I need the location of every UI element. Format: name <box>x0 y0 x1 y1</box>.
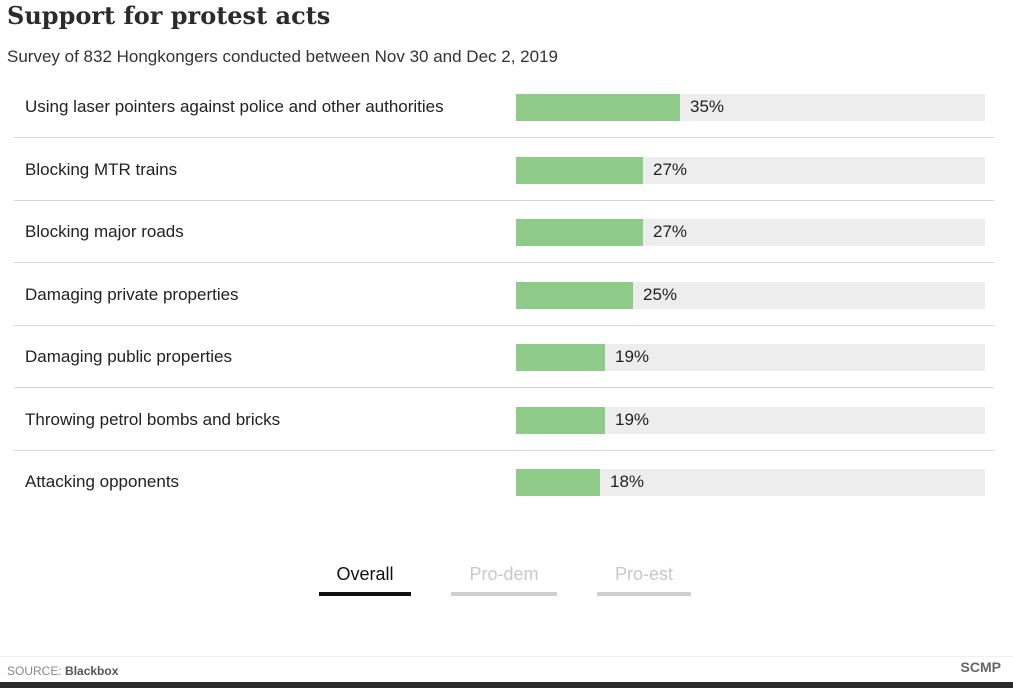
category-label: Damaging private properties <box>25 284 239 304</box>
tab-pro-dem[interactable]: Pro-dem <box>451 560 557 596</box>
bar-fill <box>516 344 605 371</box>
value-label: 35% <box>690 97 725 116</box>
chart-row: Damaging public properties 19% <box>14 326 994 388</box>
chart-row: Attacking opponents 18% <box>14 451 994 513</box>
tab-overall[interactable]: Overall <box>319 560 411 596</box>
chart-row: Blocking MTR trains 27% <box>14 139 994 201</box>
bar-track: 35% <box>516 94 985 121</box>
bar-track: 25% <box>516 281 985 309</box>
value-label: 19% <box>615 409 650 429</box>
tab-pro-est-underline <box>597 592 691 596</box>
tab-pro-dem-label: Pro-dem <box>469 564 539 584</box>
category-label: Blocking major roads <box>25 222 184 241</box>
category-label: Attacking opponents <box>25 472 180 491</box>
chart-title: Support for protest acts <box>7 1 331 30</box>
value-label: 27% <box>653 222 688 241</box>
value-label: 27% <box>653 159 688 179</box>
bar-track: 19% <box>516 344 985 371</box>
bar-fill <box>516 94 680 121</box>
tab-pro-est[interactable]: Pro-est <box>597 560 691 596</box>
category-label: Damaging public properties <box>25 347 232 366</box>
tab-overall-label: Overall <box>336 564 394 584</box>
bar-fill <box>516 156 643 184</box>
tab-overall-underline <box>319 592 411 596</box>
value-label: 25% <box>643 284 678 304</box>
filter-tabs: Overall Pro-dem Pro-est <box>0 560 1013 600</box>
chart-row: Damaging private properties 25% <box>14 264 994 326</box>
tab-pro-dem-underline <box>451 592 557 596</box>
chart-row: Throwing petrol bombs and bricks 19% <box>14 389 994 451</box>
tab-pro-est-label: Pro-est <box>614 564 674 584</box>
source-note: SOURCE: Blackbox <box>7 663 118 679</box>
category-label: Throwing petrol bombs and bricks <box>25 409 281 429</box>
bar-track: 27% <box>516 219 985 246</box>
category-label: Using laser pointers against police and … <box>25 97 444 116</box>
bar-track: 18% <box>516 469 985 496</box>
value-label: 18% <box>610 472 645 491</box>
brand-logo: SCMP <box>960 659 1001 675</box>
bar-track: 27% <box>516 156 985 184</box>
value-label: 19% <box>615 347 650 366</box>
bar-fill <box>516 406 605 434</box>
bar-chart: Using laser pointers against police and … <box>0 76 1013 516</box>
bar-fill <box>516 219 643 246</box>
footer-divider <box>0 656 1013 657</box>
bottom-bar <box>0 682 1013 688</box>
source-prefix: SOURCE: <box>7 664 62 678</box>
bar-fill <box>516 469 600 496</box>
chart-row: Blocking major roads 27% <box>14 201 994 263</box>
chart-row: Using laser pointers against police and … <box>14 76 994 138</box>
chart-subtitle: Survey of 832 Hongkongers conducted betw… <box>7 47 558 66</box>
bar-fill <box>516 281 633 309</box>
source-name: Blackbox <box>65 664 119 678</box>
category-label: Blocking MTR trains <box>25 159 178 179</box>
bar-track: 19% <box>516 406 985 434</box>
